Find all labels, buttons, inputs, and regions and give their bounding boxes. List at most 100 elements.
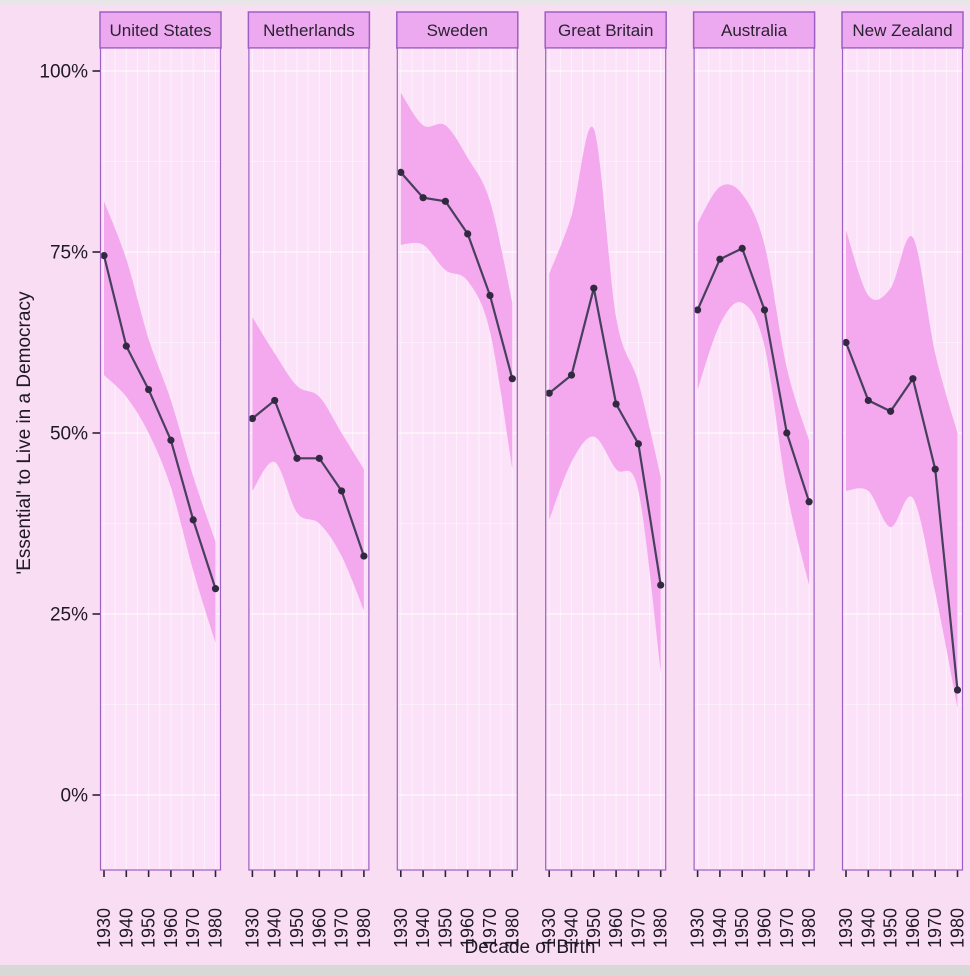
data-point bbox=[101, 252, 108, 260]
data-point bbox=[338, 487, 346, 495]
data-point bbox=[167, 436, 175, 444]
x-axis-tick-label: 1980 bbox=[354, 908, 374, 948]
trend-line bbox=[399, 171, 514, 379]
facet-title: United States bbox=[109, 21, 211, 40]
bottom-window-edge bbox=[0, 965, 970, 976]
facet-header bbox=[692, 11, 816, 49]
panel-content bbox=[694, 48, 814, 870]
data-point bbox=[864, 396, 872, 405]
panel-content bbox=[249, 48, 369, 870]
x-axis-tick-label: 1970 bbox=[925, 908, 945, 948]
y-axis-title: 'Essential' to Live in a Democracy bbox=[14, 291, 35, 574]
x-axis-tick-label: 1980 bbox=[206, 908, 226, 948]
data-point bbox=[931, 465, 939, 473]
data-point bbox=[887, 407, 895, 415]
confidence-band bbox=[697, 184, 810, 585]
x-axis-tick-label: 1950 bbox=[287, 908, 307, 948]
x-axis-tick-label: 1930 bbox=[94, 908, 114, 948]
facet-sweden: Sweden 1930 1940 1950 1960 1970 1980 bbox=[391, 11, 522, 948]
x-axis-title: Decade of Birth bbox=[465, 937, 596, 958]
x-axis-tick-label: 1950 bbox=[435, 908, 455, 948]
data-point bbox=[909, 375, 917, 383]
facet-netherlands: Netherlands 1930 1940 1950 1960 1970 1980 bbox=[242, 11, 374, 948]
x-axis-tick-label: 1980 bbox=[502, 908, 522, 948]
facet-united-states: United States 1930 1940 1950 1960 1970 1980 bbox=[94, 11, 226, 948]
x-axis-tick-label: 1970 bbox=[183, 908, 203, 948]
x-axis-tick-label: 1960 bbox=[309, 908, 329, 948]
panel-content bbox=[546, 48, 666, 870]
data-point bbox=[211, 585, 220, 593]
data-point bbox=[508, 375, 516, 383]
x-axis-tick-label: 1940 bbox=[562, 908, 582, 948]
x-axis-tick-label: 1930 bbox=[539, 908, 559, 948]
confidence-band bbox=[400, 92, 513, 470]
y-axis-tick-label: 50% bbox=[50, 424, 88, 445]
data-point bbox=[293, 454, 301, 462]
x-axis-tick-label: 1950 bbox=[881, 908, 901, 948]
x-axis-tick-label: 1980 bbox=[948, 908, 968, 948]
data-point bbox=[464, 230, 472, 238]
panel-content bbox=[398, 48, 517, 870]
data-point bbox=[805, 498, 813, 506]
trend-line bbox=[102, 255, 217, 590]
y-axis-tick-label: 100% bbox=[39, 62, 88, 83]
data-point bbox=[783, 429, 791, 437]
facet-title: Australia bbox=[721, 21, 788, 40]
facet-title: New Zealand bbox=[852, 21, 952, 40]
x-axis-tick-label: 1960 bbox=[903, 908, 923, 948]
confidence-band bbox=[104, 201, 216, 644]
panel-content bbox=[101, 48, 220, 870]
data-point bbox=[738, 244, 746, 252]
facet-australia: Australia 1930 1940 1950 1960 1970 1980 bbox=[688, 11, 819, 948]
data-point bbox=[694, 306, 702, 314]
panel-content bbox=[843, 48, 962, 870]
x-axis-tick-label: 1940 bbox=[265, 908, 285, 948]
x-axis-tick-label: 1930 bbox=[242, 908, 262, 948]
trend-line bbox=[548, 287, 662, 586]
facet-header bbox=[247, 11, 371, 49]
x-axis-tick-label: 1930 bbox=[391, 908, 411, 948]
data-point bbox=[716, 255, 724, 263]
x-axis-tick-label: 1940 bbox=[710, 908, 730, 948]
x-axis-tick-label: 1940 bbox=[413, 908, 433, 948]
x-axis-tick-label: 1960 bbox=[755, 908, 775, 948]
data-point bbox=[657, 581, 665, 589]
confidence-band bbox=[846, 230, 958, 709]
x-axis-tick-label: 1970 bbox=[628, 908, 648, 948]
data-point bbox=[122, 342, 130, 350]
trend-line bbox=[251, 398, 365, 557]
facet-great-britain: Great Britain 1930 1940 1950 1960 1970 1980 bbox=[539, 11, 671, 948]
x-axis-tick-label: 1940 bbox=[858, 908, 878, 948]
facet-new-zealand: New Zealand 1930 1940 1950 1960 1970 1980 bbox=[836, 11, 968, 948]
top-window-edge bbox=[0, 0, 970, 5]
x-axis-tick-label: 1940 bbox=[116, 908, 136, 948]
data-point bbox=[546, 389, 553, 397]
facet-header bbox=[544, 11, 667, 49]
facet-header bbox=[841, 11, 964, 49]
data-point bbox=[249, 414, 256, 423]
confidence-band bbox=[549, 126, 661, 672]
data-point bbox=[360, 552, 368, 560]
data-point bbox=[189, 516, 197, 524]
facet-title: Netherlands bbox=[263, 21, 355, 40]
data-point bbox=[398, 168, 405, 176]
data-point bbox=[760, 306, 769, 314]
facet-header bbox=[396, 11, 519, 49]
data-point bbox=[419, 194, 427, 202]
data-point bbox=[590, 284, 598, 292]
x-axis-tick-label: 1950 bbox=[139, 908, 159, 948]
y-axis-tick-label: 75% bbox=[50, 243, 88, 264]
data-point bbox=[486, 291, 494, 300]
facet-title: Sweden bbox=[427, 21, 488, 40]
x-axis-tick-label: 1970 bbox=[777, 908, 797, 948]
confidence-band bbox=[252, 317, 364, 611]
x-axis-tick-label: 1970 bbox=[480, 908, 500, 948]
data-point bbox=[634, 440, 643, 448]
data-point bbox=[567, 371, 576, 379]
x-axis-tick-label: 1930 bbox=[688, 908, 708, 948]
trend-line bbox=[844, 342, 959, 691]
data-point bbox=[441, 197, 449, 205]
data-point bbox=[315, 454, 323, 462]
facet-title: Great Britain bbox=[558, 21, 653, 40]
